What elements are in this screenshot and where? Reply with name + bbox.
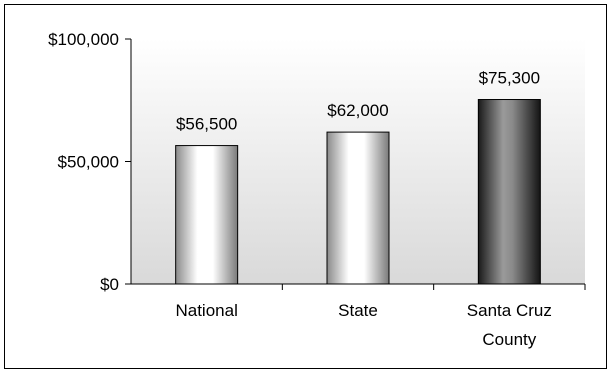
y-tick-label: $50,000 xyxy=(58,153,119,172)
bar-santa-cruz-county xyxy=(477,99,541,285)
y-tick-label: $100,000 xyxy=(48,30,119,49)
chart-frame: $0 $50,000 $100,000 $56,500 National $62,000 S… xyxy=(4,4,607,369)
x-tick-label: National xyxy=(175,301,237,320)
bar-state xyxy=(326,131,390,285)
data-label: $75,300 xyxy=(479,69,540,88)
bar-national xyxy=(175,145,239,285)
bar-chart: $0 $50,000 $100,000 $56,500 National $62,000 S… xyxy=(48,30,586,349)
data-label: $62,000 xyxy=(327,101,388,120)
data-label: $56,500 xyxy=(176,115,237,134)
x-tick-label: State xyxy=(338,301,378,320)
y-tick-label: $0 xyxy=(100,275,119,294)
x-tick-label: Santa Cruz County xyxy=(467,301,552,349)
